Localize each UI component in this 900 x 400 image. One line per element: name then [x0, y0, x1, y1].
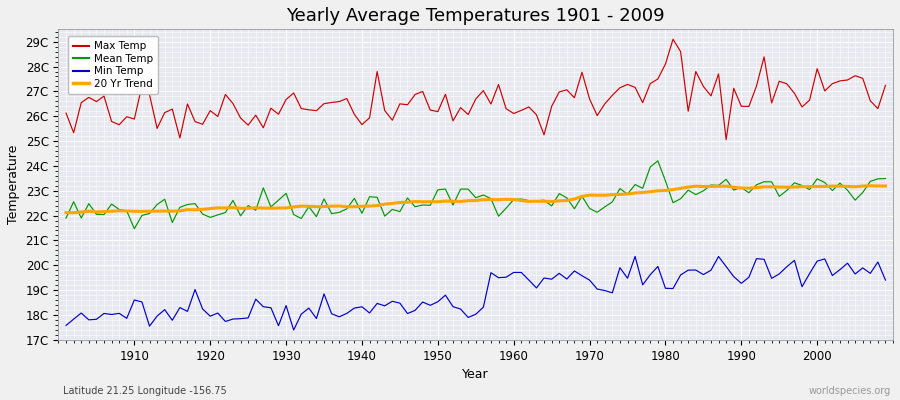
- Y-axis label: Temperature: Temperature: [7, 145, 20, 224]
- Text: Latitude 21.25 Longitude -156.75: Latitude 21.25 Longitude -156.75: [63, 386, 227, 396]
- X-axis label: Year: Year: [463, 368, 489, 381]
- Legend: Max Temp, Mean Temp, Min Temp, 20 Yr Trend: Max Temp, Mean Temp, Min Temp, 20 Yr Tre…: [68, 36, 158, 94]
- Text: worldspecies.org: worldspecies.org: [809, 386, 891, 396]
- Title: Yearly Average Temperatures 1901 - 2009: Yearly Average Temperatures 1901 - 2009: [286, 7, 665, 25]
